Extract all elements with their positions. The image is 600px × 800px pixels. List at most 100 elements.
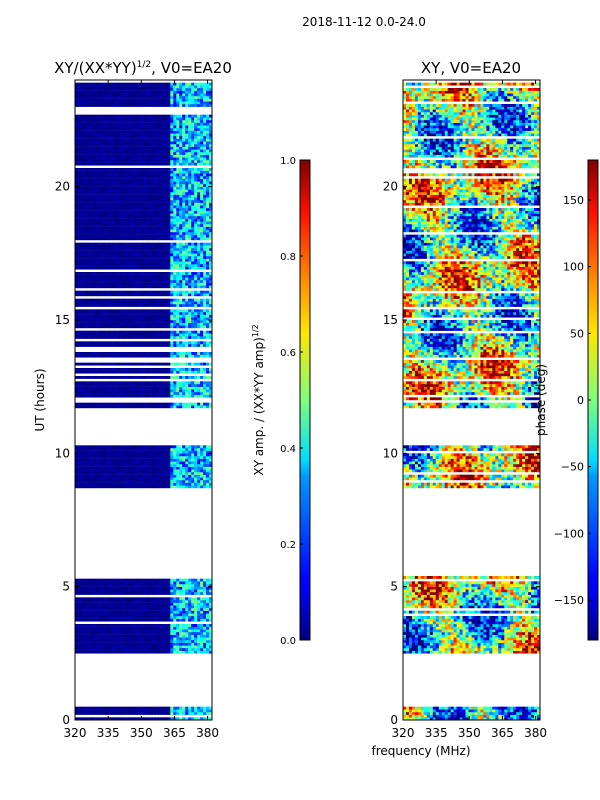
heatmap-cell	[149, 642, 153, 646]
heatmap-cell	[113, 250, 118, 254]
heatmap-cell	[140, 202, 144, 206]
heatmap-cell	[143, 216, 147, 219]
heatmap-cell	[194, 314, 198, 318]
heatmap-cell	[137, 386, 141, 390]
heatmap-cell	[164, 336, 168, 339]
heatmap-cell	[206, 480, 210, 483]
heatmap-cell	[176, 605, 180, 609]
heatmap-cell	[110, 480, 115, 483]
heatmap-cell	[197, 394, 201, 398]
heatmap-cell	[83, 221, 88, 225]
heatmap-cell	[98, 237, 103, 241]
heatmap-cell	[98, 637, 103, 641]
heatmap-cell	[158, 706, 162, 710]
heatmap-cell	[161, 640, 165, 643]
heatmap-cell	[158, 474, 162, 478]
heatmap-cell	[194, 258, 198, 262]
heatmap-cell	[92, 248, 97, 251]
heatmap-cell	[110, 640, 115, 643]
heatmap-cell	[185, 461, 189, 465]
heatmap-cell	[128, 445, 132, 449]
heatmap-cell	[122, 445, 127, 449]
heatmap-cell	[80, 208, 85, 211]
heatmap-cell	[98, 469, 103, 473]
heatmap-cell	[200, 650, 204, 654]
heatmap-cell	[131, 272, 135, 275]
heatmap-cell	[134, 394, 138, 398]
heatmap-cell	[116, 290, 121, 294]
heatmap-cell	[131, 712, 135, 715]
heatmap-cell	[128, 616, 132, 619]
heatmap-cell	[83, 317, 88, 321]
heatmap-cell	[200, 618, 204, 622]
heatmap-cell	[101, 578, 106, 582]
heatmap-cell	[179, 226, 183, 230]
heatmap-cell	[137, 480, 141, 483]
heatmap-cell	[173, 613, 177, 617]
heatmap-cell	[137, 218, 141, 222]
heatmap-cell	[164, 448, 168, 451]
heatmap-cell	[122, 208, 127, 211]
heatmap-cell	[89, 610, 94, 614]
heatmap-cell	[173, 202, 177, 206]
heatmap-cell	[149, 392, 153, 395]
heatmap-cell	[83, 474, 88, 478]
heatmap-cell	[203, 597, 207, 601]
heatmap-cell	[206, 472, 210, 475]
heatmap-cell	[164, 226, 168, 230]
heatmap-cell	[98, 445, 103, 449]
heatmap-cell	[140, 384, 144, 387]
heatmap-cell	[191, 277, 195, 281]
heatmap-cell	[155, 618, 159, 622]
heatmap-cell	[131, 362, 135, 366]
heatmap-cell	[89, 634, 94, 638]
heatmap-cell	[92, 586, 97, 590]
heatmap-cell	[131, 586, 135, 590]
heatmap-cell	[146, 298, 150, 302]
heatmap-cell	[179, 258, 183, 262]
heatmap-cell	[122, 450, 127, 454]
heatmap-cell	[101, 304, 106, 307]
heatmap-cell	[194, 586, 198, 590]
heatmap-cell	[128, 610, 132, 614]
heatmap-cell	[182, 458, 186, 462]
heatmap-cell	[152, 218, 156, 222]
heatmap-cell	[104, 448, 109, 451]
heatmap-cell	[176, 634, 180, 638]
heatmap-cell	[182, 634, 186, 638]
heatmap-cell	[200, 285, 204, 289]
heatmap-cell	[98, 304, 103, 307]
heatmap-cell	[158, 213, 162, 217]
heatmap-cell	[149, 301, 153, 305]
heatmap-cell	[75, 618, 79, 622]
heatmap-cell	[206, 245, 210, 249]
heatmap-cell	[152, 205, 156, 209]
heatmap-cell	[203, 354, 207, 358]
heatmap-cell	[104, 285, 109, 289]
heatmap-cell	[92, 389, 97, 393]
heatmap-cell	[110, 325, 115, 329]
heatmap-cell	[194, 272, 198, 275]
heatmap-cell	[110, 645, 115, 649]
heatmap-cell	[86, 405, 91, 409]
heatmap-cell	[161, 221, 165, 225]
heatmap-cell	[80, 197, 85, 201]
heatmap-cell	[188, 301, 192, 305]
heatmap-cell	[179, 256, 183, 259]
heatmap-cell	[176, 213, 180, 217]
heatmap-cell	[75, 253, 79, 257]
heatmap-cell	[155, 234, 159, 238]
heatmap-cell	[170, 613, 174, 617]
heatmap-cell	[155, 480, 159, 483]
heatmap-cell	[137, 405, 141, 409]
heatmap-cell	[75, 629, 79, 633]
heatmap-cell	[80, 629, 85, 633]
heatmap-cell	[170, 213, 174, 217]
heatmap-cell	[158, 586, 162, 590]
heatmap-cell	[149, 581, 153, 585]
heatmap-cell	[167, 376, 171, 379]
heatmap-cell	[170, 301, 174, 305]
heatmap-cell	[134, 370, 138, 374]
heatmap-cell	[194, 341, 198, 345]
heatmap-cell	[101, 352, 106, 355]
